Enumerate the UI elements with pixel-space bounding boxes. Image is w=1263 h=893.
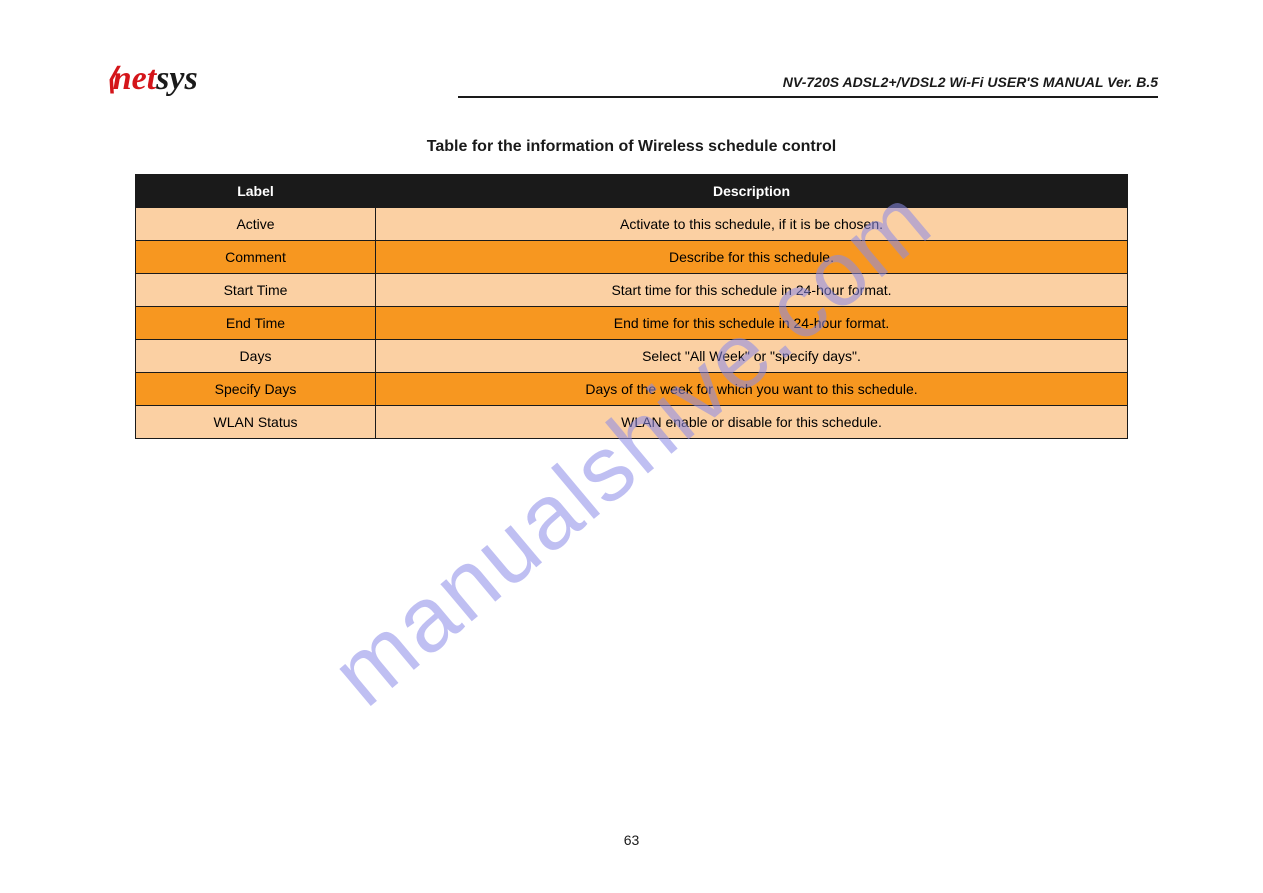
cell-desc: End time for this schedule in 24-hour fo…: [376, 307, 1128, 340]
cell-desc: Select "All Week" or "specify days".: [376, 340, 1128, 373]
cell-label: Days: [136, 340, 376, 373]
cell-label: Start Time: [136, 274, 376, 307]
table-row: WLAN Status WLAN enable or disable for t…: [136, 406, 1128, 439]
table-row: Specify Days Days of the week for which …: [136, 373, 1128, 406]
table-row: Comment Describe for this schedule.: [136, 241, 1128, 274]
spec-table: Label Description Active Activate to thi…: [135, 174, 1128, 439]
cell-desc: Start time for this schedule in 24-hour …: [376, 274, 1128, 307]
col-header-desc: Description: [376, 175, 1128, 208]
cell-label: Comment: [136, 241, 376, 274]
cell-desc: Describe for this schedule.: [376, 241, 1128, 274]
cell-label: End Time: [136, 307, 376, 340]
table-row: Days Select "All Week" or "specify days"…: [136, 340, 1128, 373]
cell-desc: Days of the week for which you want to t…: [376, 373, 1128, 406]
col-header-label: Label: [136, 175, 376, 208]
cell-desc: WLAN enable or disable for this schedule…: [376, 406, 1128, 439]
page-header: ⟨ netsys NV-720S ADSL2+/VDSL2 Wi-Fi USER…: [105, 60, 1158, 98]
cell-label: Specify Days: [136, 373, 376, 406]
table-row: Active Activate to this schedule, if it …: [136, 208, 1128, 241]
header-subtitle: NV-720S ADSL2+/VDSL2 Wi-Fi USER'S MANUAL…: [458, 74, 1158, 98]
logo-text-sys: sys: [156, 60, 198, 98]
table-row: Start Time Start time for this schedule …: [136, 274, 1128, 307]
table-row: End Time End time for this schedule in 2…: [136, 307, 1128, 340]
table-caption: Table for the information of Wireless sc…: [105, 138, 1158, 156]
logo-text-net: net: [113, 60, 156, 98]
cell-desc: Activate to this schedule, if it is be c…: [376, 208, 1128, 241]
cell-label: Active: [136, 208, 376, 241]
page-number: 63: [624, 832, 640, 848]
logo: ⟨ netsys: [105, 60, 198, 98]
table-header-row: Label Description: [136, 175, 1128, 208]
cell-label: WLAN Status: [136, 406, 376, 439]
